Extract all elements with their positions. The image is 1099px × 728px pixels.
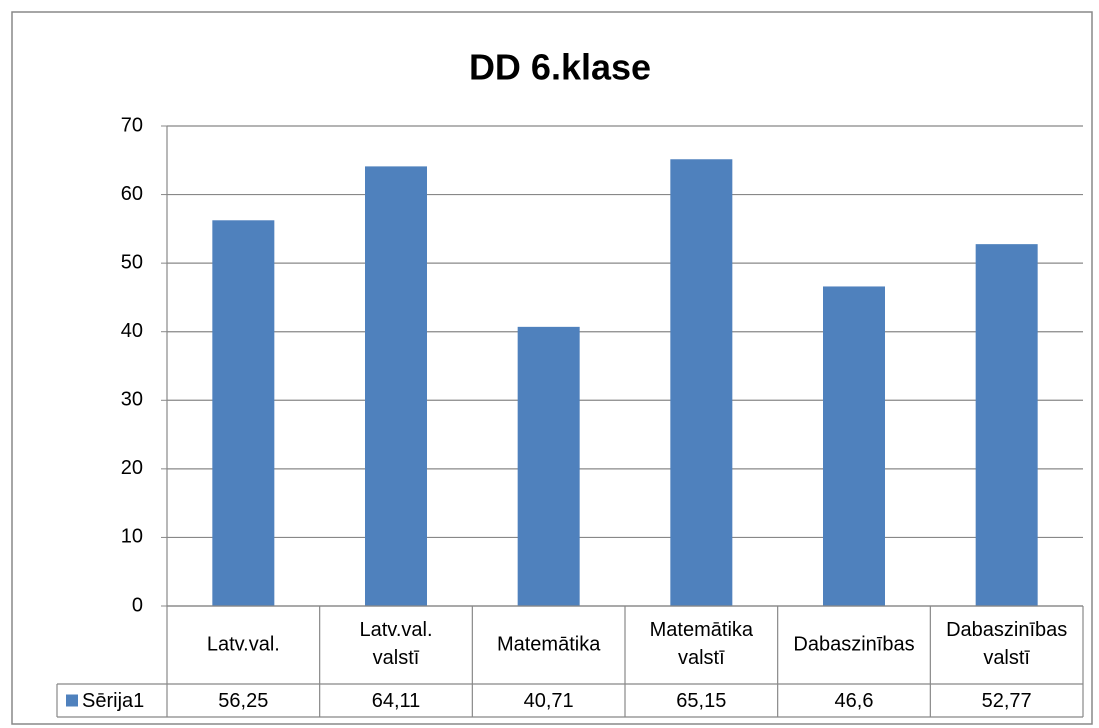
table-value: 52,77 <box>982 690 1032 712</box>
x-tick-label: Matemātika valstī <box>650 619 754 669</box>
legend-label: Sērija1 <box>82 690 144 712</box>
y-tick-label: 40 <box>121 320 143 342</box>
table-value: 65,15 <box>676 690 726 712</box>
legend-key <box>66 694 78 707</box>
y-tick-label: 10 <box>121 526 143 548</box>
x-tick-label: Latv.val. <box>207 633 280 655</box>
bar <box>212 220 275 607</box>
x-tick-label: Matemātika <box>497 633 601 655</box>
x-tick-label: Latv.val. valstī <box>360 619 433 669</box>
table-value: 56,25 <box>218 690 268 712</box>
bar <box>975 244 1038 607</box>
bar <box>365 166 427 607</box>
y-tick-label: 20 <box>121 457 143 479</box>
table-value: 46,6 <box>835 690 874 712</box>
x-tick-label: Dabaszinības valstī <box>946 619 1067 669</box>
chart-title: DD 6.klase <box>469 47 651 88</box>
x-tick-label: Dabaszinības <box>793 633 914 655</box>
y-tick-label: 70 <box>121 114 143 136</box>
y-tick-label: 50 <box>121 251 143 273</box>
table-value: 40,71 <box>524 690 574 712</box>
bar <box>517 326 580 606</box>
y-tick-label: 0 <box>132 594 143 616</box>
bar <box>823 286 885 606</box>
y-tick-label: 30 <box>121 389 143 411</box>
y-tick-label: 60 <box>121 183 143 205</box>
table-value: 64,11 <box>372 690 421 712</box>
bar <box>670 159 733 606</box>
